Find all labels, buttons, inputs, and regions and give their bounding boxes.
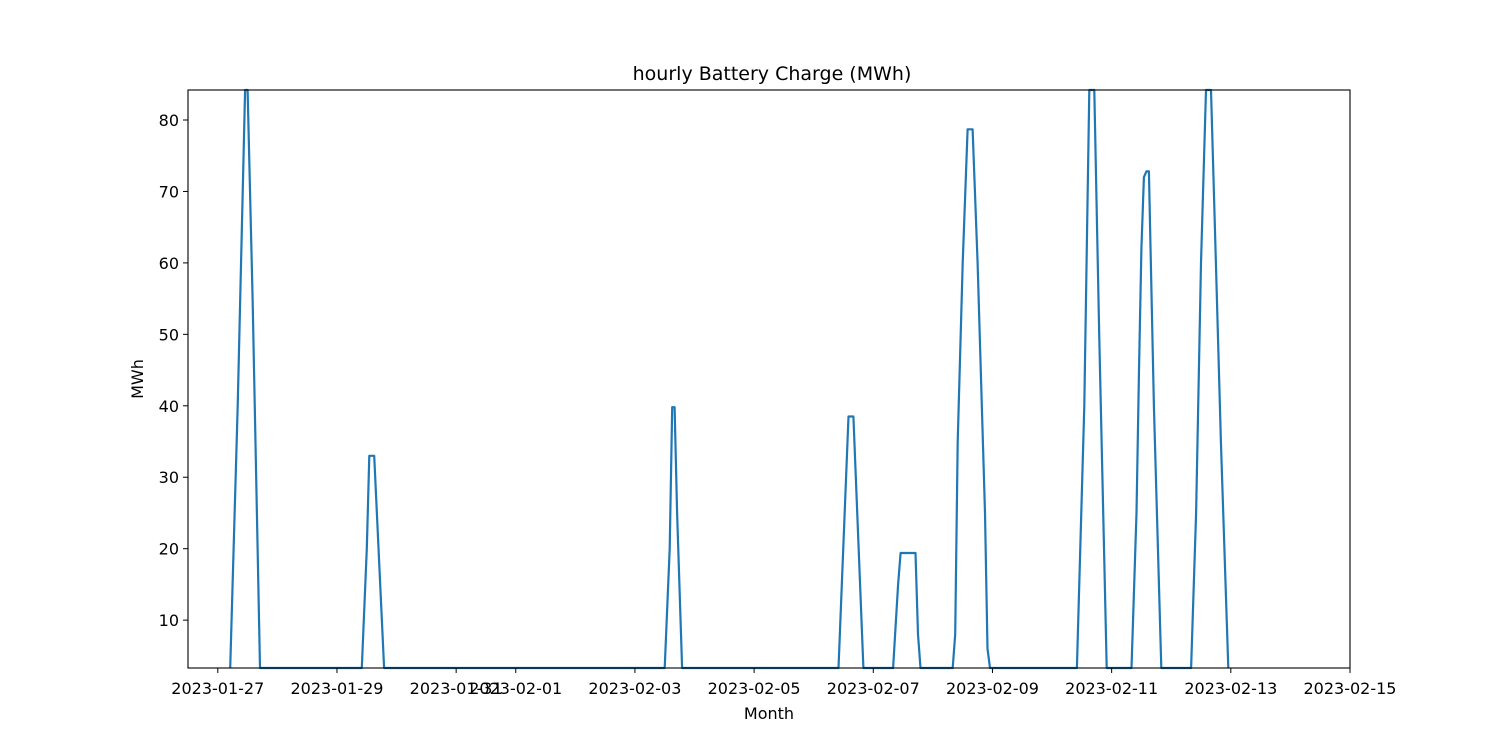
axes-frame [187, 89, 1351, 669]
chart-title: hourly Battery Charge (MWh) [633, 63, 912, 85]
x-tick-label: 2023-02-01 [469, 679, 562, 698]
x-tick-label: 2023-01-31 [410, 679, 503, 698]
y-tick-label: 20 [159, 540, 179, 559]
y-tick-label: 40 [159, 397, 179, 416]
y-tick-label: 30 [159, 468, 179, 487]
x-axis-label: Month [744, 704, 794, 723]
x-tick-label: 2023-02-03 [588, 679, 681, 698]
x-tick-label: 2023-02-05 [708, 679, 801, 698]
x-tick-label: 2023-02-13 [1184, 679, 1277, 698]
y-tick-label: 80 [159, 111, 179, 130]
x-tick-label: 2023-02-09 [946, 679, 1039, 698]
y-tick-label: 70 [159, 182, 179, 201]
y-axis-label: MWh [128, 359, 147, 399]
x-tick-label: 2023-02-07 [827, 679, 920, 698]
y-tick-label: 50 [159, 325, 179, 344]
x-tick-label: 2023-01-27 [171, 679, 264, 698]
series-line [229, 88, 1230, 670]
x-tick-label: 2023-02-15 [1304, 679, 1397, 698]
y-tick-label: 60 [159, 254, 179, 273]
x-tick-label: 2023-01-29 [290, 679, 383, 698]
x-tick-label: 2023-02-11 [1065, 679, 1158, 698]
plot-area [187, 88, 1351, 670]
y-axis: 10 20 30 40 50 60 70 80 [159, 111, 188, 630]
x-axis: 2023-01-27 2023-01-29 2023-01-312023-02-01… [171, 668, 1396, 698]
y-tick-label: 10 [159, 611, 179, 630]
